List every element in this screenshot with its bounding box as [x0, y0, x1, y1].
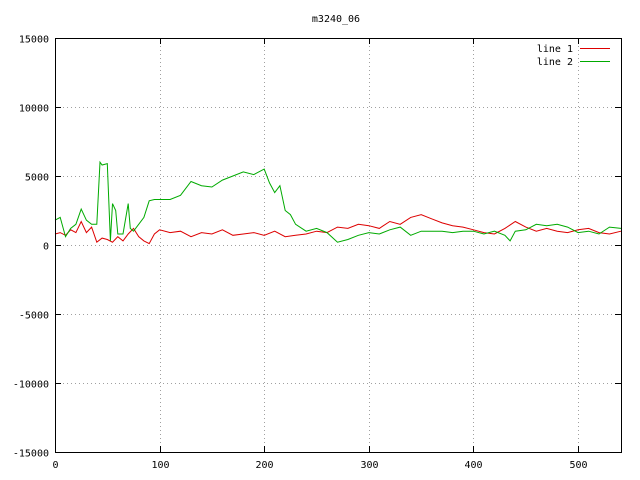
series-line-2 [54, 160, 622, 243]
series-layer [54, 160, 622, 245]
series-line-1 [54, 214, 622, 245]
x-tick-label: 300 [360, 460, 378, 471]
x-tick-label: 200 [255, 460, 273, 471]
legend-label: line 1 [537, 44, 573, 55]
legend: line 1 line 2 [537, 44, 610, 68]
x-tick-label: 100 [151, 460, 169, 471]
y-tick-label: -10000 [13, 380, 49, 391]
x-axis: 0 100 200 300 400 500 [52, 38, 588, 471]
y-tick-label: 15000 [19, 35, 49, 46]
y-tick-label: 5000 [25, 173, 49, 184]
legend-label: line 2 [537, 57, 573, 68]
x-tick-label: 400 [464, 460, 482, 471]
chart-title: m3240_06 [312, 14, 360, 25]
x-tick-label: 500 [569, 460, 587, 471]
y-tick-label: 0 [43, 242, 49, 253]
x-tick-label: 0 [52, 460, 58, 471]
grid-lines [55, 38, 621, 452]
y-tick-label: -5000 [19, 311, 49, 322]
y-axis: 15000 10000 5000 0 -5000 -10000 -15000 [13, 35, 621, 460]
y-tick-label: -15000 [13, 449, 49, 460]
y-tick-label: 10000 [19, 104, 49, 115]
